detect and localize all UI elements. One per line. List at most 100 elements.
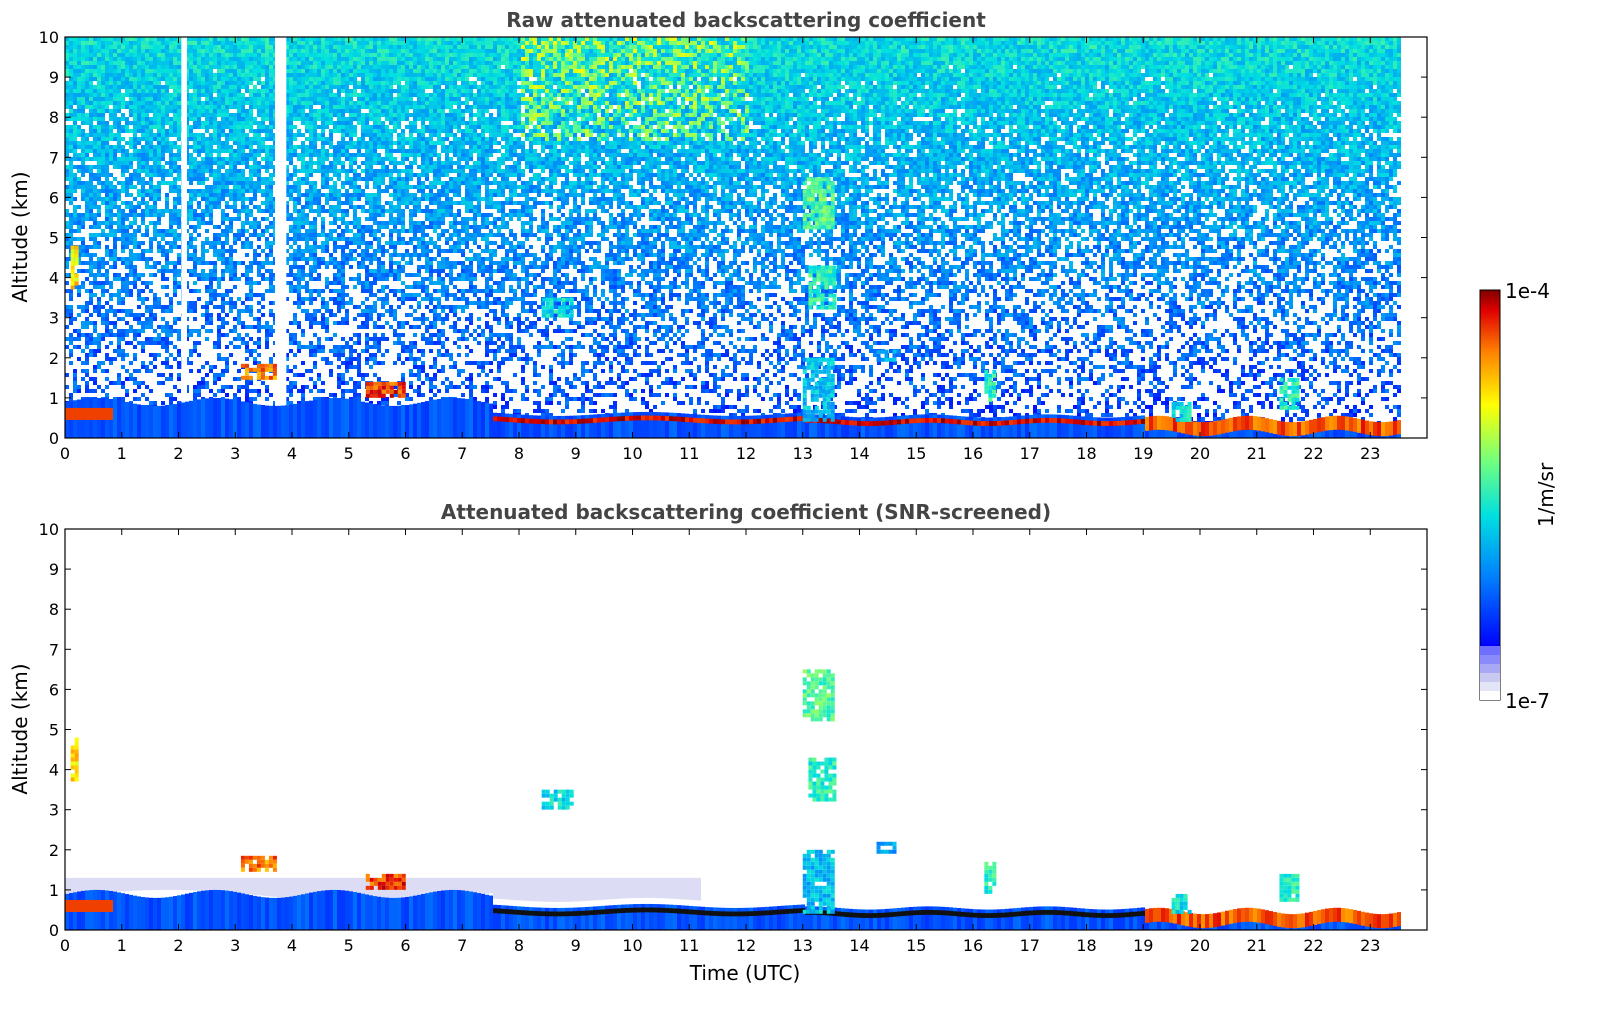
noise-cell bbox=[105, 345, 109, 349]
noise-cell bbox=[217, 77, 221, 81]
noise-cell bbox=[329, 313, 333, 317]
noise-cell bbox=[93, 193, 97, 197]
noise-cell bbox=[81, 325, 85, 329]
noise-cell bbox=[165, 105, 169, 109]
noise-cell bbox=[253, 105, 257, 109]
noise-cell bbox=[117, 293, 121, 297]
noise-cell bbox=[117, 121, 121, 125]
noise-cell bbox=[333, 261, 337, 265]
noise-cell bbox=[321, 157, 325, 161]
noise-cell bbox=[245, 141, 249, 145]
noise-cell bbox=[245, 153, 249, 157]
noise-cell bbox=[205, 145, 209, 149]
noise-cell bbox=[325, 329, 329, 333]
noise-cell bbox=[361, 321, 365, 325]
noise-cell bbox=[97, 309, 101, 313]
noise-cell bbox=[305, 233, 309, 237]
noise-cell bbox=[153, 225, 157, 229]
noise-cell bbox=[121, 353, 125, 357]
noise-cell bbox=[117, 141, 121, 145]
noise-cell bbox=[85, 145, 89, 149]
noise-cell bbox=[153, 317, 157, 321]
noise-cell bbox=[97, 281, 101, 285]
noise-cell bbox=[125, 289, 129, 293]
noise-cell bbox=[357, 177, 361, 181]
noise-cell bbox=[237, 133, 241, 137]
noise-cell bbox=[93, 349, 97, 353]
noise-cell bbox=[169, 393, 173, 397]
noise-cell bbox=[133, 113, 137, 117]
noise-cell bbox=[109, 381, 113, 385]
noise-cell bbox=[289, 285, 293, 289]
noise-cell bbox=[161, 165, 165, 169]
noise-cell bbox=[213, 193, 217, 197]
noise-cell bbox=[357, 281, 361, 285]
noise-cell bbox=[321, 101, 325, 105]
noise-cell bbox=[189, 137, 193, 141]
noise-cell bbox=[153, 357, 157, 361]
noise-cell bbox=[241, 309, 245, 313]
noise-cell bbox=[173, 201, 177, 205]
noise-cell bbox=[305, 41, 309, 45]
noise-cell bbox=[101, 57, 105, 61]
noise-cell bbox=[337, 45, 341, 49]
noise-cell bbox=[129, 69, 133, 73]
noise-cell bbox=[165, 257, 169, 261]
noise-cell bbox=[313, 261, 317, 265]
noise-cell bbox=[349, 241, 353, 245]
noise-cell bbox=[145, 105, 149, 109]
noise-cell bbox=[293, 237, 297, 241]
noise-cell bbox=[109, 81, 113, 85]
noise-cell bbox=[357, 197, 361, 201]
noise-cell bbox=[125, 321, 129, 325]
noise-cell bbox=[145, 209, 149, 213]
noise-cell bbox=[69, 393, 73, 397]
noise-cell bbox=[113, 57, 117, 61]
noise-cell bbox=[157, 337, 161, 341]
noise-cell bbox=[113, 357, 117, 361]
noise-cell bbox=[269, 225, 273, 229]
noise-cell bbox=[305, 45, 309, 49]
noise-cell bbox=[337, 349, 341, 353]
noise-cell bbox=[233, 361, 237, 365]
noise-cell bbox=[209, 141, 213, 145]
noise-cell bbox=[161, 93, 165, 97]
noise-cell bbox=[337, 381, 341, 385]
noise-cell bbox=[249, 157, 253, 161]
noise-cell bbox=[121, 73, 125, 77]
noise-cell bbox=[301, 237, 305, 241]
noise-cell bbox=[253, 205, 257, 209]
noise-cell bbox=[345, 73, 349, 77]
noise-cell bbox=[297, 265, 301, 269]
noise-cell bbox=[93, 189, 97, 193]
noise-cell bbox=[189, 205, 193, 209]
noise-cell bbox=[157, 333, 161, 337]
noise-cell bbox=[121, 381, 125, 385]
noise-cell bbox=[233, 161, 237, 165]
noise-cell bbox=[137, 85, 141, 89]
noise-cell bbox=[341, 185, 345, 189]
noise-cell bbox=[113, 97, 117, 101]
noise-cell bbox=[113, 245, 117, 249]
noise-cell bbox=[109, 157, 113, 161]
noise-cell bbox=[357, 41, 361, 45]
noise-cell bbox=[313, 169, 317, 173]
noise-cell bbox=[93, 337, 97, 341]
noise-cell bbox=[329, 309, 333, 313]
noise-cell bbox=[321, 205, 325, 209]
noise-cell bbox=[149, 53, 153, 57]
noise-cell bbox=[209, 369, 213, 373]
noise-cell bbox=[161, 129, 165, 133]
noise-cell bbox=[177, 137, 181, 141]
noise-cell bbox=[301, 85, 305, 89]
noise-cell bbox=[149, 401, 153, 405]
noise-cell bbox=[101, 233, 105, 237]
noise-cell bbox=[145, 213, 149, 217]
noise-cell bbox=[257, 261, 261, 265]
noise-cell bbox=[361, 225, 365, 229]
noise-cell bbox=[205, 237, 209, 241]
noise-cell bbox=[225, 45, 229, 49]
noise-cell bbox=[237, 333, 241, 337]
noise-cell bbox=[345, 201, 349, 205]
noise-cell bbox=[249, 49, 253, 53]
